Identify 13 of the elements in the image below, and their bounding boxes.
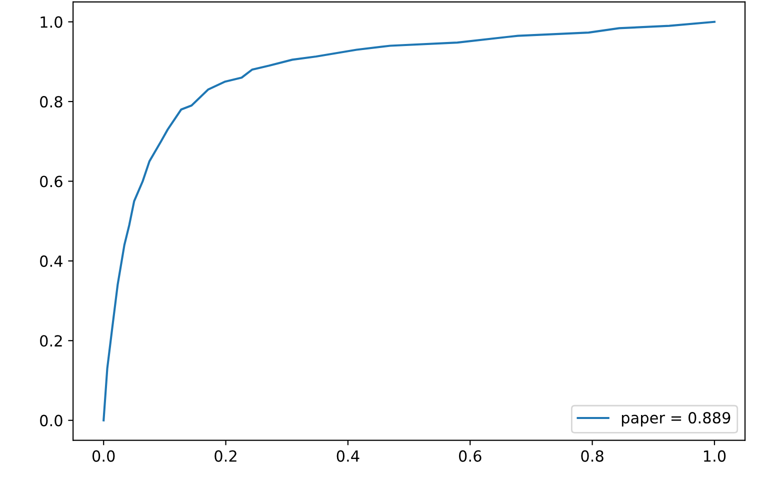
x-tick-label: 0.0	[92, 450, 115, 462]
y-tick-label: 0.8	[40, 96, 62, 108]
x-tick-label: 1.0	[704, 450, 726, 462]
x-tick-label: 0.2	[214, 450, 236, 462]
y-tick-label: 0.4	[40, 255, 62, 267]
y-tick-label: 0.0	[40, 414, 62, 426]
x-tick-label: 0.6	[458, 450, 482, 462]
x-tick-label: 0.4	[336, 450, 360, 462]
y-tick-label: 0.6	[40, 176, 62, 188]
y-tick-label: 0.2	[40, 335, 62, 347]
legend-label: paper = 0.889	[622, 412, 730, 427]
y-tick-label: 1.0	[40, 16, 62, 28]
x-tick-label: 0.8	[581, 450, 604, 462]
